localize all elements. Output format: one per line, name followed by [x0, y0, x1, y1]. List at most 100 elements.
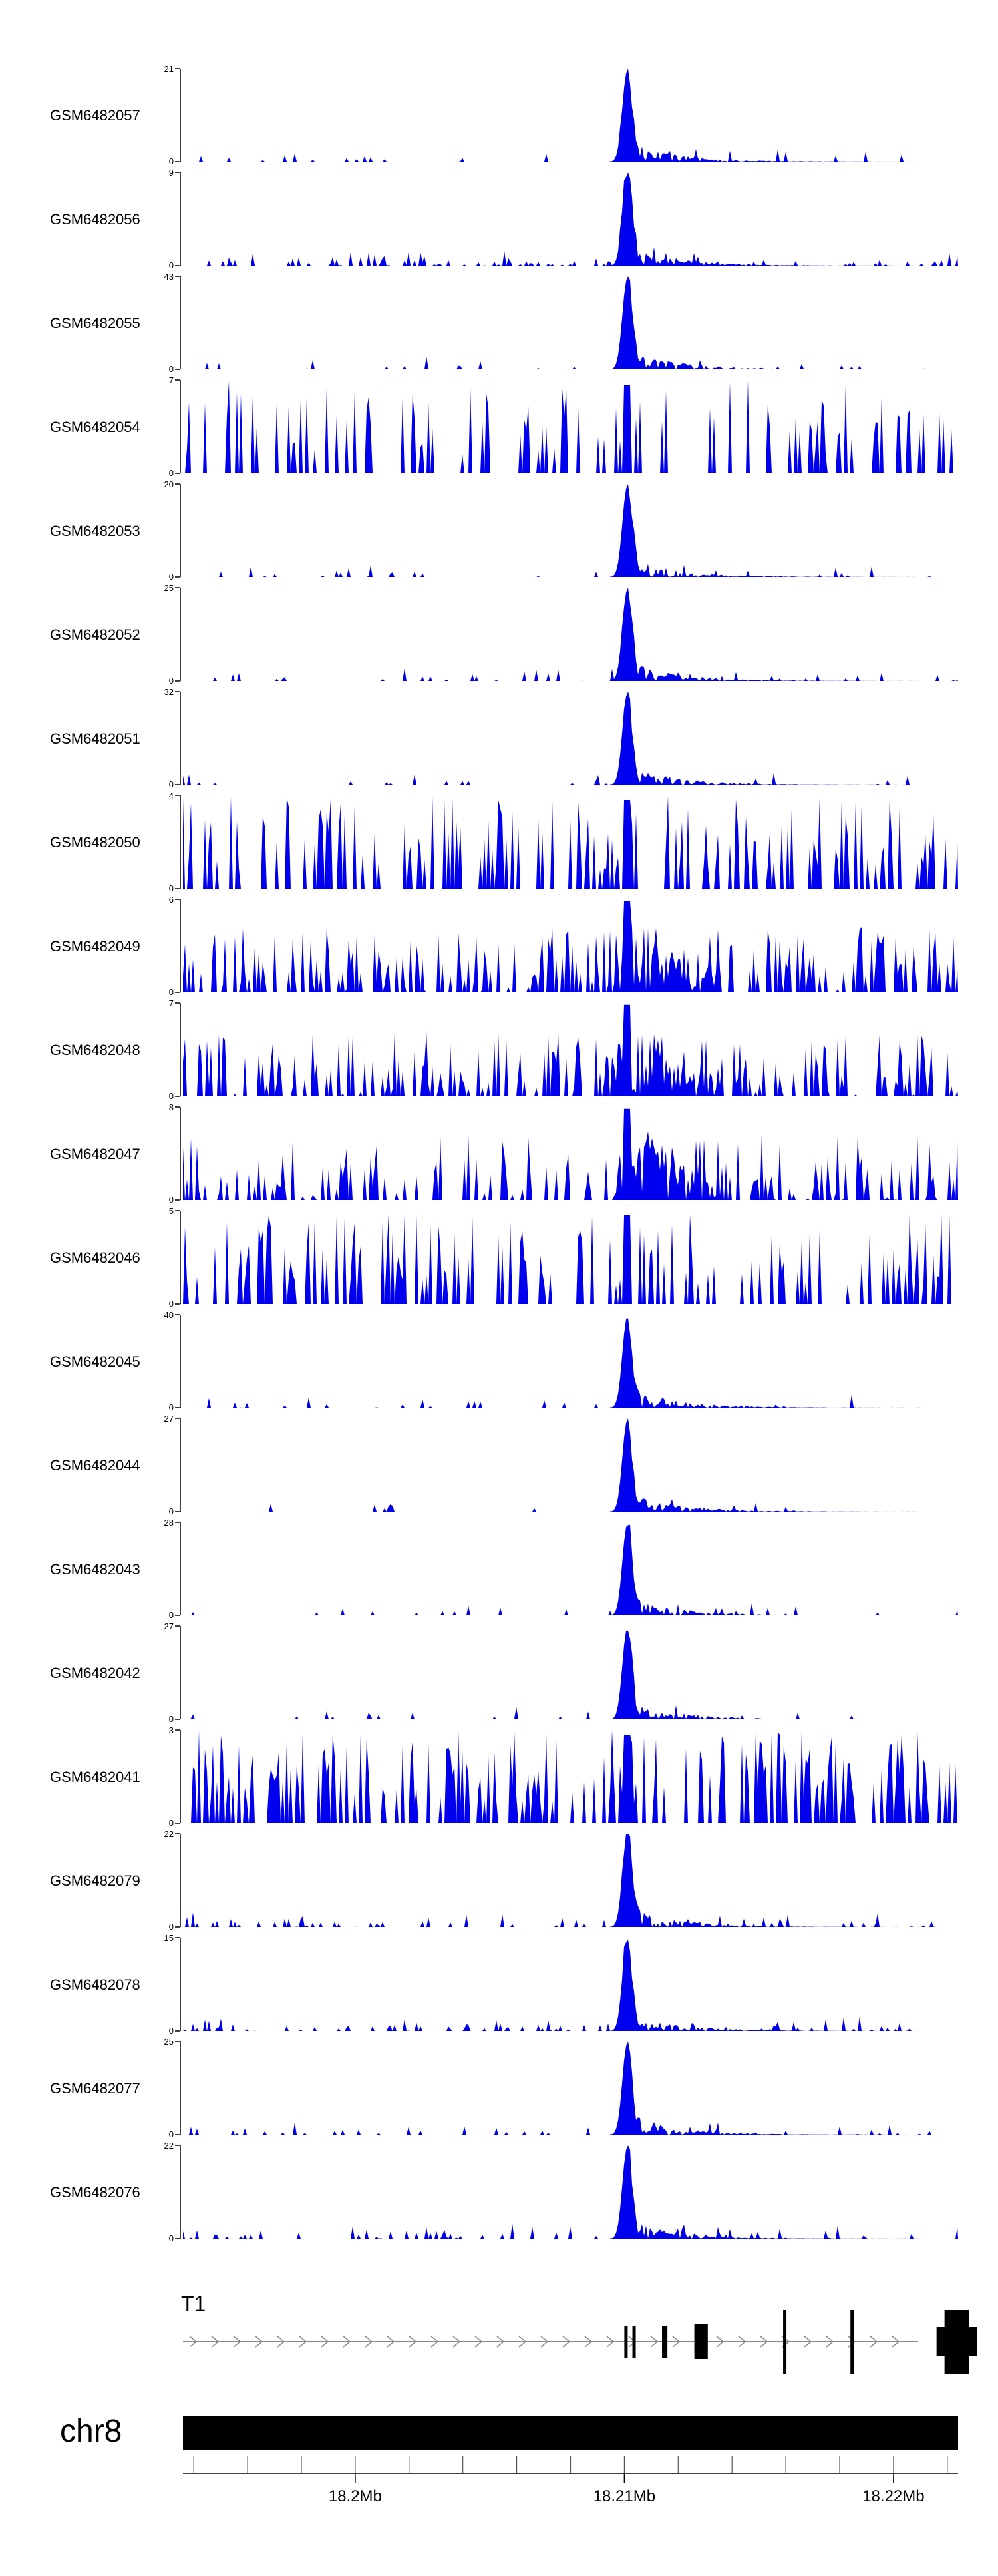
signal-area [183, 484, 958, 577]
track-label: GSM6482043 [50, 1561, 140, 1578]
y-min-label: 0 [169, 260, 174, 270]
track-GSM6482050: GSM6482050 4 0 [50, 791, 958, 893]
signal-area [183, 692, 958, 785]
y-min-label: 0 [169, 883, 174, 893]
y-min-label: 0 [169, 676, 174, 686]
y-max-label: 21 [164, 64, 174, 74]
y-max-label: 7 [169, 998, 174, 1008]
x-tick-label: 18.22Mb [862, 2487, 924, 2505]
x-tick-label: 18.21Mb [593, 2487, 655, 2505]
chromosome-label: chr8 [60, 2414, 122, 2449]
strand-arrow [826, 2336, 834, 2348]
strand-arrow [430, 2336, 439, 2348]
track-GSM6482052: GSM6482052 25 0 [50, 583, 958, 686]
track-GSM6482053: GSM6482053 20 0 [50, 479, 958, 582]
y-max-label: 5 [169, 1206, 174, 1216]
strand-arrow [409, 2336, 417, 2348]
strand-arrow [804, 2336, 812, 2348]
y-min-label: 0 [169, 987, 174, 997]
strand-arrow [452, 2336, 461, 2348]
track-GSM6482076: GSM6482076 22 0 [50, 2141, 958, 2243]
y-max-label: 28 [164, 1518, 174, 1528]
y-min-label: 0 [169, 1402, 174, 1412]
strand-arrow [518, 2336, 527, 2348]
track-GSM6482077: GSM6482077 25 0 [50, 2037, 958, 2139]
y-min-label: 0 [169, 572, 174, 582]
track-GSM6482041: GSM6482041 3 0 [50, 1725, 958, 1828]
strand-arrow [584, 2336, 593, 2348]
signal-area [183, 1630, 958, 1719]
signal-area [183, 1524, 958, 1615]
signal-area [183, 1730, 958, 1823]
strand-arrow [496, 2336, 505, 2348]
strand-arrow [606, 2336, 615, 2348]
signal-area [183, 276, 958, 369]
gene-exon [632, 2326, 636, 2358]
strand-arrow [870, 2336, 878, 2348]
track-GSM6482079: GSM6482079 22 0 [50, 1829, 958, 1932]
strand-arrow [474, 2336, 483, 2348]
strand-arrow [255, 2336, 263, 2348]
coverage-tracks: GSM6482057210GSM648205690GSM6482055430GS… [50, 64, 958, 2243]
track-GSM6482044: GSM6482044 27 0 [50, 1414, 958, 1516]
y-min-label: 0 [169, 1714, 174, 1724]
track-label: GSM6482076 [50, 2184, 140, 2201]
track-label: GSM6482046 [50, 1249, 140, 1266]
strand-arrow [760, 2336, 768, 2348]
track-label: GSM6482077 [50, 2080, 140, 2097]
gene-annotation-track: T1 [181, 2292, 977, 2374]
y-max-label: 6 [169, 895, 174, 905]
y-min-label: 0 [169, 1610, 174, 1620]
y-max-label: 4 [169, 791, 174, 801]
signal-area [183, 69, 958, 162]
strand-arrow [343, 2336, 351, 2348]
gene-exon [662, 2326, 668, 2358]
strand-arrow [299, 2336, 307, 2348]
signal-area [183, 172, 958, 266]
track-GSM6482042: GSM6482042 27 0 [50, 1621, 958, 1724]
strand-arrow [189, 2336, 198, 2348]
strand-arrow [672, 2336, 681, 2348]
signal-area [183, 2145, 958, 2239]
track-label: GSM6482078 [50, 1976, 140, 1993]
y-max-label: 7 [169, 375, 174, 385]
y-max-label: 40 [164, 1310, 174, 1320]
y-min-label: 0 [169, 779, 174, 789]
y-min-label: 0 [169, 1506, 174, 1516]
signal-area [183, 380, 958, 473]
strand-arrow [562, 2336, 571, 2348]
track-label: GSM6482045 [50, 1353, 140, 1370]
y-max-label: 32 [164, 687, 174, 697]
track-GSM6482057: GSM6482057 21 0 [50, 64, 958, 166]
track-GSM6482055: GSM6482055 43 0 [50, 272, 958, 374]
gene-exon [936, 2327, 977, 2356]
track-label: GSM6482057 [50, 107, 140, 124]
gene-exon [850, 2310, 854, 2374]
signal-area [183, 1940, 958, 2031]
track-GSM6482054: GSM6482054 7 0 [50, 375, 958, 478]
track-label: GSM6482056 [50, 211, 140, 228]
track-label: GSM6482048 [50, 1042, 140, 1058]
y-min-label: 0 [169, 2129, 174, 2139]
signal-area [183, 1418, 958, 1512]
y-min-label: 0 [169, 1091, 174, 1101]
track-label: GSM6482052 [50, 626, 140, 643]
y-min-label: 0 [169, 156, 174, 166]
y-min-label: 0 [169, 1922, 174, 1932]
strand-arrow [716, 2336, 725, 2348]
genomic-x-axis: 18.2Mb 18.21Mb 18.22Mb [183, 2456, 958, 2505]
track-GSM6482046: GSM6482046 5 0 [50, 1206, 958, 1309]
track-label: GSM6482042 [50, 1665, 140, 1681]
signal-area [183, 1318, 958, 1408]
y-min-label: 0 [169, 2026, 174, 2036]
track-label: GSM6482041 [50, 1769, 140, 1785]
y-max-label: 3 [169, 1725, 174, 1735]
track-label: GSM6482054 [50, 419, 140, 435]
y-min-label: 0 [169, 1818, 174, 1828]
signal-area [183, 1834, 958, 1927]
signal-area [183, 2041, 958, 2135]
track-GSM6482056: GSM6482056 9 0 [50, 168, 958, 270]
strand-arrow [738, 2336, 747, 2348]
strand-arrow [365, 2336, 373, 2348]
